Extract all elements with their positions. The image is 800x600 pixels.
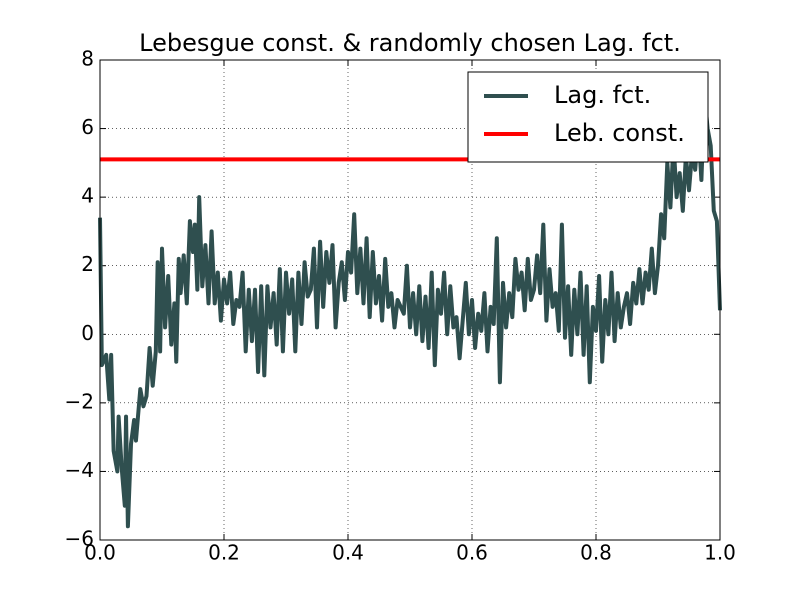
x-tick-label: 0.8 bbox=[580, 541, 612, 565]
legend-label: Leb. const. bbox=[554, 119, 685, 147]
x-tick-label: 1.0 bbox=[704, 541, 736, 565]
y-tick-label: 4 bbox=[81, 184, 94, 208]
x-tick-label: 0.0 bbox=[84, 541, 116, 565]
chart-title: Lebesgue const. & randomly chosen Lag. f… bbox=[139, 29, 681, 57]
y-tick-label: −6 bbox=[65, 527, 94, 551]
y-tick-label: 0 bbox=[81, 321, 94, 345]
data-line bbox=[98, 92, 722, 529]
x-tick-label: 0.2 bbox=[208, 541, 240, 565]
legend-label: Lag. fct. bbox=[554, 81, 651, 109]
legend-box bbox=[467, 71, 709, 163]
y-tick-label: −2 bbox=[65, 389, 94, 413]
x-tick-label: 0.4 bbox=[332, 541, 364, 565]
y-tick-label: 2 bbox=[81, 252, 94, 276]
y-tick-label: 6 bbox=[81, 115, 94, 139]
plot-frame bbox=[99, 59, 721, 541]
x-tick-label: 0.6 bbox=[456, 541, 488, 565]
y-tick-label: −4 bbox=[65, 458, 94, 482]
y-tick-label: 8 bbox=[81, 47, 94, 71]
